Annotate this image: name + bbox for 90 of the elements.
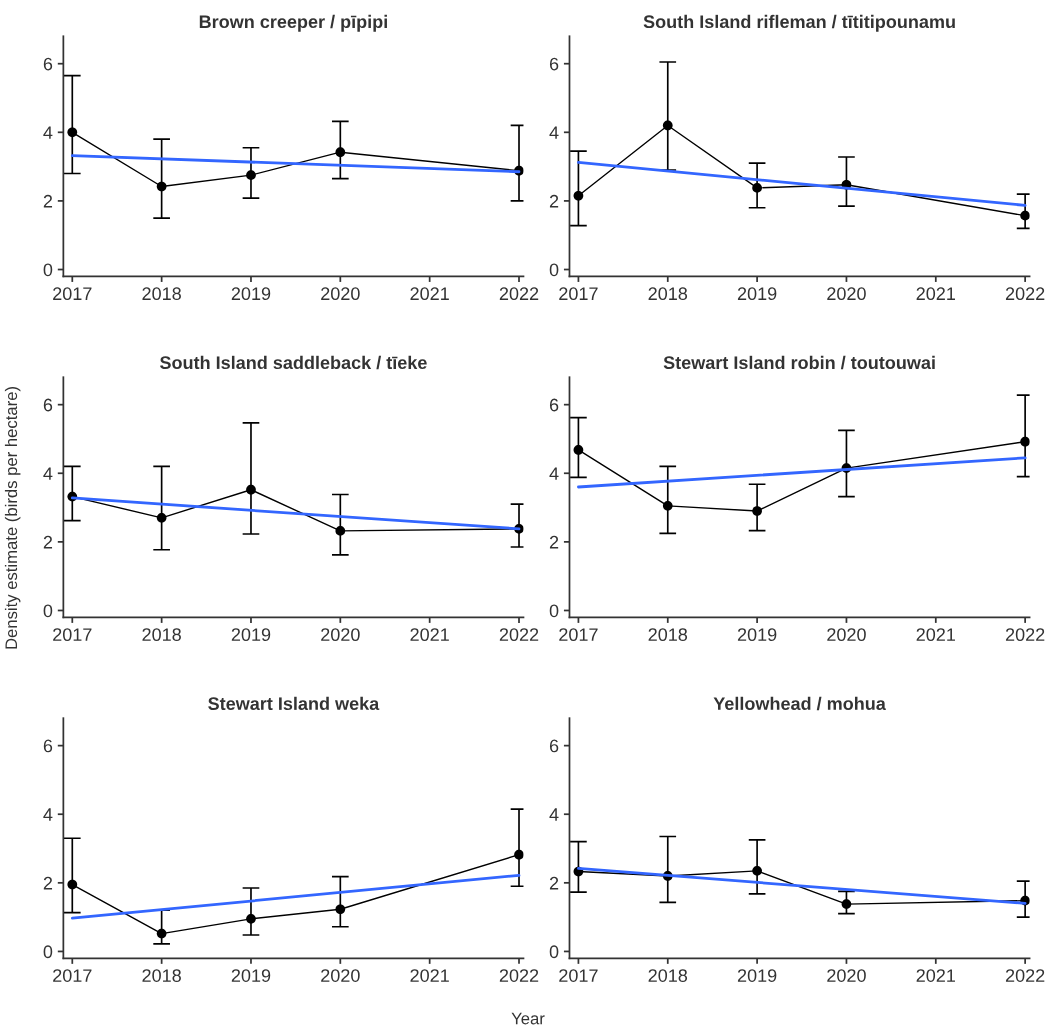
y-tick-label: 0 bbox=[549, 604, 559, 618]
x-tick-label: 2017 bbox=[53, 287, 92, 301]
x-tick-label: 2018 bbox=[142, 628, 181, 642]
chart-title: Stewart Island robin / toutouwai bbox=[663, 355, 935, 370]
x-tick-label: 2019 bbox=[231, 969, 271, 982]
x-tick-label: 2019 bbox=[231, 287, 271, 301]
y-tick-label: 2 bbox=[43, 535, 53, 549]
x-tick-label: 2021 bbox=[410, 628, 449, 642]
x-tick-label: 2021 bbox=[410, 969, 449, 982]
x-tick-label: 2021 bbox=[916, 969, 955, 982]
y-tick-label: 0 bbox=[43, 604, 53, 618]
x-tick-label: 2021 bbox=[410, 287, 449, 301]
y-tick-label: 2 bbox=[43, 194, 53, 208]
x-tick-label: 2022 bbox=[499, 969, 539, 982]
x-tick-label: 2022 bbox=[1005, 969, 1045, 982]
y-tick-label: 6 bbox=[43, 739, 53, 753]
y-tick-label: 4 bbox=[43, 467, 53, 480]
x-tick-label: 2018 bbox=[648, 287, 688, 301]
point bbox=[156, 513, 167, 523]
point bbox=[335, 904, 346, 915]
y-tick-label: 2 bbox=[549, 535, 559, 549]
x-tick-label: 2020 bbox=[827, 969, 866, 982]
y-tick-label: 2 bbox=[549, 876, 559, 890]
x-tick-label: 2021 bbox=[916, 628, 955, 642]
point bbox=[752, 183, 762, 193]
point bbox=[246, 170, 256, 181]
y-tick-label: 6 bbox=[549, 57, 559, 71]
point bbox=[573, 445, 584, 455]
y-tick-label: 6 bbox=[43, 57, 53, 71]
y-tick-label: 4 bbox=[549, 126, 559, 139]
point bbox=[662, 500, 673, 511]
chart-title: Stewart Island weka bbox=[208, 696, 380, 711]
x-tick-label: 2017 bbox=[53, 628, 92, 642]
point bbox=[752, 506, 762, 516]
x-tick-label: 2022 bbox=[1005, 628, 1045, 642]
y-tick-label: 4 bbox=[549, 808, 559, 821]
x-tick-label: 2019 bbox=[737, 287, 777, 301]
x-tick-label: 2019 bbox=[231, 628, 271, 642]
point bbox=[335, 147, 346, 158]
y-tick-label: 0 bbox=[549, 945, 559, 959]
x-tick-label: 2018 bbox=[142, 969, 181, 982]
x-axis-title: Year bbox=[511, 1012, 545, 1025]
x-tick-label: 2017 bbox=[559, 969, 598, 982]
x-tick-label: 2020 bbox=[321, 287, 360, 301]
chart-title: Brown creeper / pīpipi bbox=[199, 14, 387, 32]
point bbox=[752, 865, 762, 876]
x-tick-label: 2020 bbox=[321, 969, 360, 982]
x-tick-label: 2020 bbox=[321, 628, 360, 642]
y-tick-label: 0 bbox=[549, 263, 559, 277]
x-tick-label: 2018 bbox=[648, 969, 688, 982]
x-tick-label: 2018 bbox=[142, 287, 181, 301]
chart-title: South Island rifleman / tītitipounamu bbox=[643, 14, 955, 32]
point bbox=[246, 913, 256, 924]
y-tick-label: 2 bbox=[43, 876, 53, 890]
x-tick-label: 2018 bbox=[648, 628, 688, 642]
x-tick-label: 2022 bbox=[499, 628, 539, 642]
x-tick-label: 2019 bbox=[737, 628, 777, 642]
y-tick-label: 6 bbox=[549, 739, 559, 753]
x-tick-label: 2020 bbox=[827, 287, 866, 301]
point bbox=[246, 484, 256, 495]
x-tick-label: 2020 bbox=[827, 628, 866, 642]
x-tick-label: 2017 bbox=[53, 969, 92, 982]
x-tick-label: 2021 bbox=[916, 287, 955, 301]
x-tick-label: 2017 bbox=[559, 287, 598, 301]
point bbox=[1020, 210, 1030, 221]
point bbox=[841, 899, 852, 909]
point bbox=[156, 928, 167, 939]
chart-title: South Island saddleback / tīeke bbox=[160, 355, 427, 370]
y-tick-label: 4 bbox=[549, 467, 559, 480]
point bbox=[573, 190, 584, 201]
x-tick-label: 2017 bbox=[559, 628, 598, 642]
x-tick-label: 2022 bbox=[499, 287, 539, 301]
y-tick-label: 0 bbox=[43, 263, 53, 277]
y-tick-label: 2 bbox=[549, 194, 559, 208]
point bbox=[335, 526, 346, 536]
point bbox=[514, 849, 524, 860]
y-tick-label: 0 bbox=[43, 945, 53, 959]
y-tick-label: 4 bbox=[43, 126, 53, 139]
point bbox=[67, 879, 78, 890]
point bbox=[1020, 436, 1030, 447]
y-tick-label: 6 bbox=[549, 398, 559, 412]
y-tick-label: 6 bbox=[43, 398, 53, 412]
point bbox=[156, 181, 167, 192]
y-tick-label: 4 bbox=[43, 808, 53, 821]
chart-title: Yellowhead / mohua bbox=[713, 696, 886, 711]
x-tick-label: 2019 bbox=[737, 969, 777, 982]
y-axis-title: Density estimate (birds per hectare) bbox=[4, 387, 21, 649]
point bbox=[662, 120, 673, 131]
x-tick-label: 2022 bbox=[1005, 287, 1045, 301]
point bbox=[67, 127, 78, 138]
